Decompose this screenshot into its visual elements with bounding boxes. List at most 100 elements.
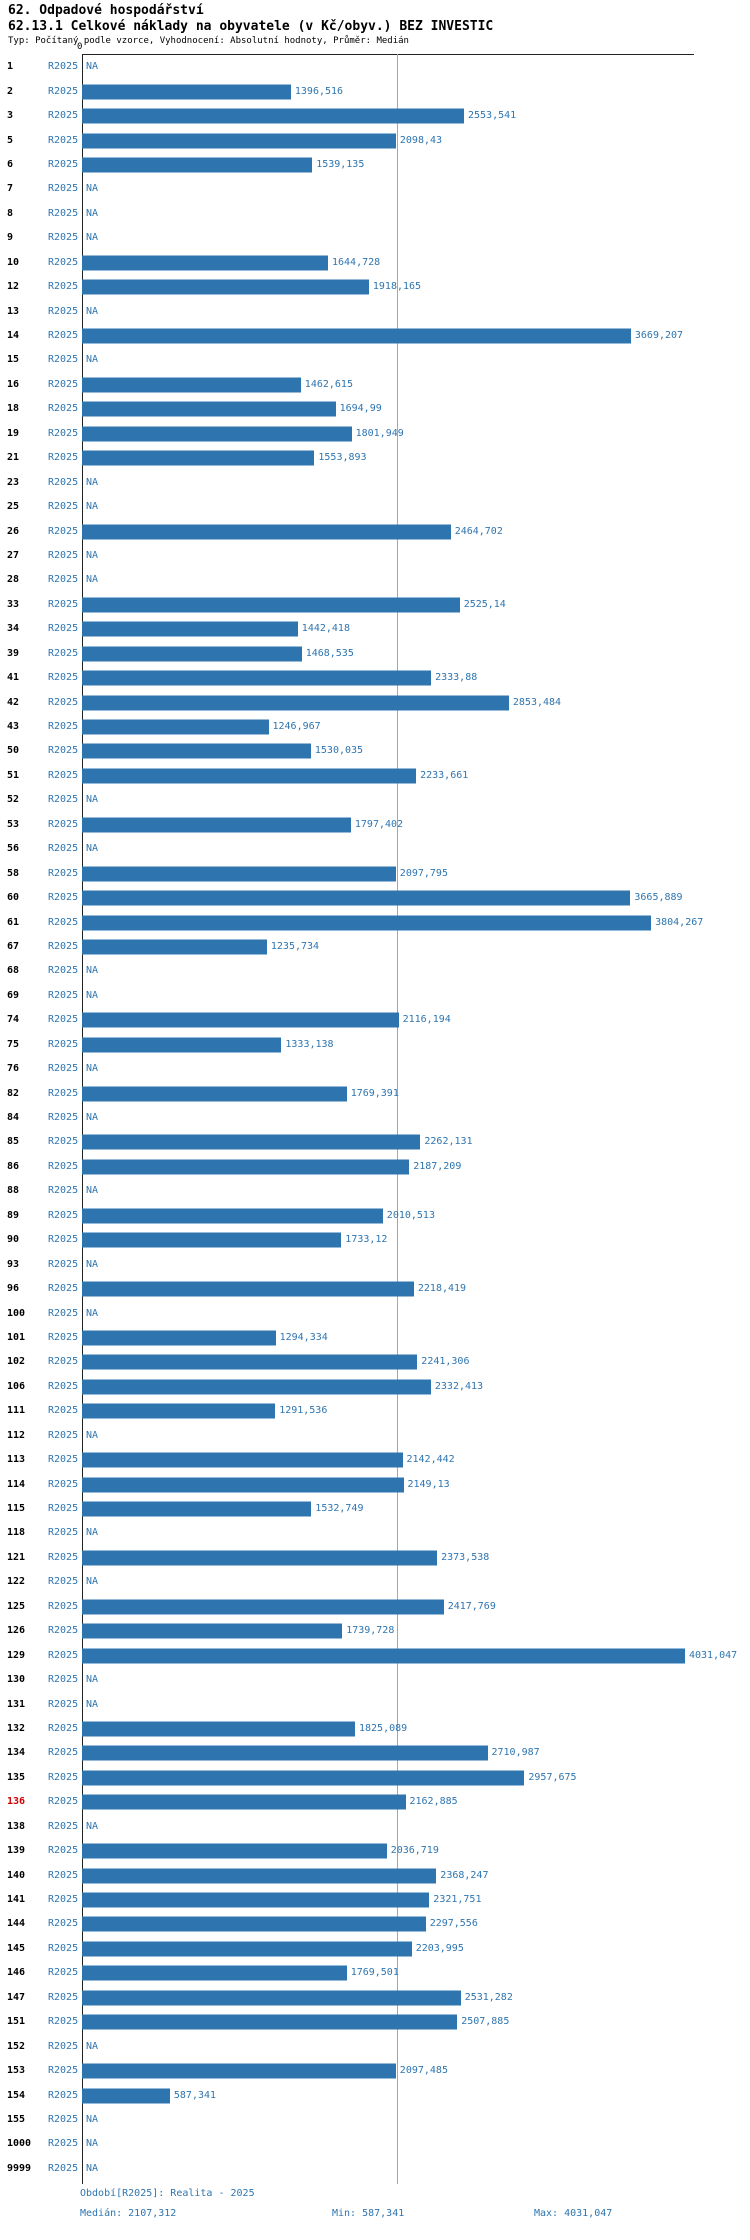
series-label: R2025: [48, 2162, 79, 2174]
bar: [82, 768, 417, 784]
x-axis-zero-label: 0: [77, 42, 83, 52]
series-label: R2025: [48, 1038, 79, 1050]
value-label: 2321,751: [433, 1894, 482, 1906]
bar: [82, 2088, 170, 2104]
row-id: 12: [7, 281, 20, 293]
series-label: R2025: [48, 1674, 79, 1686]
bar: [82, 133, 396, 149]
chart-row: 68 R2025 NA: [0, 959, 750, 983]
chart-row: 76 R2025 NA: [0, 1057, 750, 1081]
na-label: NA: [86, 1576, 99, 1588]
series-label: R2025: [48, 2113, 79, 2125]
bar: [82, 719, 269, 735]
bar: [82, 1037, 282, 1053]
chart-row: 34 R2025 1442,418: [0, 617, 750, 641]
row-id: 13: [7, 305, 20, 317]
series-label: R2025: [48, 183, 79, 195]
value-label: 1396,516: [294, 85, 344, 97]
series-label: R2025: [48, 1185, 79, 1197]
series-label: R2025: [48, 1576, 79, 1588]
na-label: NA: [86, 549, 99, 561]
series-label: R2025: [48, 1869, 79, 1881]
series-label: R2025: [48, 574, 79, 586]
na-label: NA: [86, 989, 99, 1001]
value-label: 2241,306: [421, 1356, 470, 1368]
value-label: 2853,484: [512, 696, 562, 708]
chart-row: 151 R2025 2507,885: [0, 2010, 750, 2034]
chart-row: 138 R2025 NA: [0, 1815, 750, 1839]
bar: [82, 1281, 414, 1297]
value-label: 1462,615: [304, 378, 353, 390]
series-label: R2025: [48, 1307, 79, 1319]
row-id-highlighted: 136: [7, 1796, 26, 1808]
value-label: 1532,749: [315, 1503, 364, 1515]
series-label: R2025: [48, 1942, 79, 1954]
row-id: 61: [7, 916, 20, 928]
series-label: R2025: [48, 134, 79, 146]
chart-row: 136 R2025 2162,885: [0, 1790, 750, 1814]
row-id: 152: [7, 2040, 26, 2052]
series-label: R2025: [48, 427, 79, 439]
row-id: 139: [7, 1845, 26, 1857]
row-id: 75: [7, 1038, 20, 1050]
chart-row: 125 R2025 2417,769: [0, 1595, 750, 1619]
chart-row: 112 R2025 NA: [0, 1424, 750, 1448]
series-label: R2025: [48, 1331, 79, 1343]
row-id: 112: [7, 1429, 26, 1441]
bar: [82, 1965, 347, 1981]
value-label: 1644,728: [332, 256, 381, 268]
row-id: 122: [7, 1576, 26, 1588]
row-id: 58: [7, 867, 20, 879]
series-label: R2025: [48, 281, 79, 293]
chart-row: 140 R2025 2368,247: [0, 1863, 750, 1887]
row-id: 1: [7, 61, 14, 73]
row-id: 144: [7, 1918, 26, 1930]
bar: [82, 1208, 383, 1224]
row-id: 27: [7, 549, 20, 561]
na-label: NA: [86, 2138, 99, 2150]
na-label: NA: [86, 1258, 99, 1270]
value-label: 1918,165: [372, 281, 422, 293]
bar: [82, 426, 352, 442]
row-id: 14: [7, 330, 20, 342]
series-label: R2025: [48, 1845, 79, 1857]
row-id: 76: [7, 1063, 20, 1075]
row-id: 101: [7, 1331, 26, 1343]
row-id: 28: [7, 574, 20, 586]
value-label: 2233,661: [420, 769, 469, 781]
na-label: NA: [86, 232, 99, 244]
value-label: 3804,267: [655, 916, 704, 928]
series-label: R2025: [48, 2040, 79, 2052]
bar: [82, 915, 652, 931]
chart-row: 43 R2025 1246,967: [0, 715, 750, 739]
chart-rows: 1 R2025 NA 2 R2025 1396,516 3 R2025 2553,541 5 R20…: [0, 55, 750, 2181]
chart-row: 130 R2025 NA: [0, 1668, 750, 1692]
series-label: R2025: [48, 1283, 79, 1295]
row-id: 2: [7, 85, 14, 97]
bar: [82, 279, 369, 295]
row-id: 51: [7, 769, 20, 781]
bar: [82, 1379, 431, 1395]
bar: [82, 1330, 276, 1346]
chart-row: 121 R2025 2373,538: [0, 1546, 750, 1570]
chart-row: 9999 R2025 NA: [0, 2157, 750, 2181]
bar: [82, 1794, 406, 1810]
row-id: 67: [7, 940, 20, 952]
series-label: R2025: [48, 794, 79, 806]
chart-row: 101 R2025 1294,334: [0, 1326, 750, 1350]
chart-row: 118 R2025 NA: [0, 1521, 750, 1545]
chart-row: 122 R2025 NA: [0, 1570, 750, 1594]
series-label: R2025: [48, 207, 79, 219]
chart-row: 19 R2025 1801,949: [0, 422, 750, 446]
bar: [82, 1648, 685, 1664]
chart-row: 56 R2025 NA: [0, 837, 750, 861]
row-id: 9: [7, 232, 14, 244]
chart-row: 41 R2025 2333,88: [0, 666, 750, 690]
chart-row: 89 R2025 2010,513: [0, 1204, 750, 1228]
value-label: 2162,885: [409, 1796, 458, 1808]
x-axis-line: [82, 54, 694, 55]
row-id: 16: [7, 378, 20, 390]
na-label: NA: [86, 1698, 99, 1710]
chart-row: 141 R2025 2321,751: [0, 1888, 750, 1912]
chart-row: 114 R2025 2149,13: [0, 1472, 750, 1496]
